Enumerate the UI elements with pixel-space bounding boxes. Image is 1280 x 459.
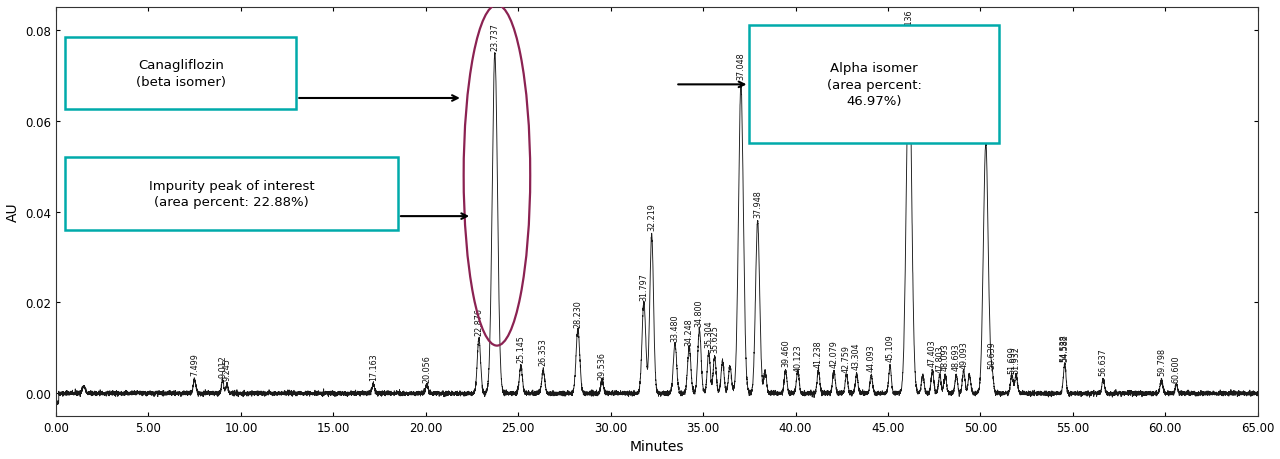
Text: 34.248: 34.248 xyxy=(685,318,694,346)
Text: 42.759: 42.759 xyxy=(842,345,851,373)
Text: 31.797: 31.797 xyxy=(640,273,649,301)
Text: 48.093: 48.093 xyxy=(941,343,950,370)
Text: 26.353: 26.353 xyxy=(539,338,548,366)
FancyBboxPatch shape xyxy=(749,26,998,144)
Text: 25.145: 25.145 xyxy=(516,335,525,363)
Text: 35.625: 35.625 xyxy=(710,324,719,352)
Text: 51.699: 51.699 xyxy=(1007,345,1016,373)
Text: 56.637: 56.637 xyxy=(1098,348,1107,375)
Text: 43.304: 43.304 xyxy=(852,341,861,369)
Text: Canagliflozin
(beta isomer): Canagliflozin (beta isomer) xyxy=(136,59,225,89)
Text: 42.079: 42.079 xyxy=(829,339,838,367)
Text: 37.048: 37.048 xyxy=(736,53,745,80)
Text: 39.460: 39.460 xyxy=(781,338,790,366)
Text: 54.582: 54.582 xyxy=(1061,334,1070,362)
Text: 49.093: 49.093 xyxy=(959,341,968,369)
Text: Impurity peak of interest
(area percent: 22.88%): Impurity peak of interest (area percent:… xyxy=(148,179,315,209)
Text: 47.803: 47.803 xyxy=(936,345,945,372)
Text: 29.536: 29.536 xyxy=(598,352,607,380)
Text: 50.291: 50.291 xyxy=(982,115,991,142)
Text: 54.538: 54.538 xyxy=(1060,333,1069,361)
Text: 45.109: 45.109 xyxy=(886,333,895,361)
Text: 34.800: 34.800 xyxy=(695,299,704,326)
Text: 47.403: 47.403 xyxy=(928,339,937,366)
Text: 9.245: 9.245 xyxy=(223,358,232,380)
Text: 35.304: 35.304 xyxy=(704,320,713,347)
Text: 32.219: 32.219 xyxy=(648,202,657,230)
Text: 33.480: 33.480 xyxy=(671,314,680,341)
Text: 59.798: 59.798 xyxy=(1157,347,1166,375)
Text: 46.136: 46.136 xyxy=(905,9,914,37)
Y-axis label: AU: AU xyxy=(5,202,19,222)
Text: 9.012: 9.012 xyxy=(218,354,227,377)
Text: 48.693: 48.693 xyxy=(952,343,961,371)
Text: 7.499: 7.499 xyxy=(191,353,200,375)
FancyBboxPatch shape xyxy=(65,158,398,230)
Text: 51.932: 51.932 xyxy=(1011,345,1020,373)
FancyBboxPatch shape xyxy=(65,38,297,110)
Text: 20.056: 20.056 xyxy=(422,355,431,382)
Text: 17.163: 17.163 xyxy=(369,353,378,380)
Text: 37.948: 37.948 xyxy=(753,190,762,218)
Text: 50.639: 50.639 xyxy=(988,340,997,368)
Text: 41.238: 41.238 xyxy=(814,340,823,368)
Text: 22.876: 22.876 xyxy=(475,308,484,336)
Text: 23.737: 23.737 xyxy=(490,23,499,51)
Text: Alpha isomer
(area percent:
46.97%): Alpha isomer (area percent: 46.97%) xyxy=(827,62,922,108)
Text: 40.123: 40.123 xyxy=(794,343,803,371)
Text: 60.600: 60.600 xyxy=(1172,354,1181,382)
Text: 44.093: 44.093 xyxy=(867,344,876,371)
Text: 28.230: 28.230 xyxy=(573,299,582,327)
X-axis label: Minutes: Minutes xyxy=(630,439,684,453)
